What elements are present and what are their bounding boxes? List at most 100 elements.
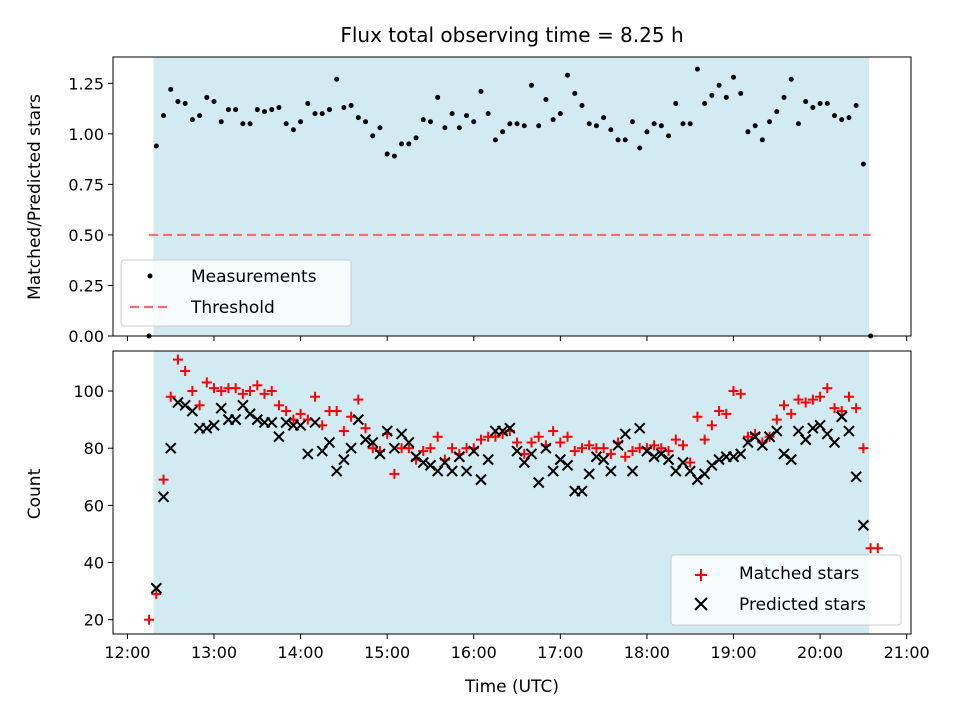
measurement-point: [225, 107, 231, 113]
matched-star-point: [389, 468, 400, 479]
matched-star-point: [209, 383, 220, 394]
legend-matched-marker: [695, 569, 707, 581]
matched-star-point: [829, 403, 840, 414]
measurement-point: [803, 98, 809, 104]
matched-star-point: [742, 431, 753, 442]
predicted-star-point: [619, 428, 631, 440]
bottom-y-axis-label: Count: [25, 468, 45, 519]
predicted-star-point: [403, 436, 415, 449]
predicted-star-point: [583, 468, 595, 480]
matched-star-point: [273, 400, 284, 411]
measurement-point: [817, 101, 823, 106]
measurement-point: [485, 111, 491, 117]
predicted-stars-series: [150, 396, 870, 594]
matched-star-point: [295, 408, 306, 419]
bottom-ytick-label: 100: [73, 382, 104, 401]
matched-star-point: [699, 434, 710, 445]
measurement-point: [262, 109, 268, 115]
measurement-point: [435, 94, 441, 100]
measurement-point: [204, 94, 210, 100]
measurement-point: [716, 82, 722, 88]
matched-star-point: [230, 383, 241, 394]
predicted-star-point: [460, 465, 473, 477]
matched-star-point: [800, 397, 811, 408]
predicted-star-point: [201, 422, 213, 434]
matched-star-point: [678, 440, 688, 451]
top-ytick-label: 0.75: [68, 175, 104, 194]
measurement-point: [824, 101, 830, 106]
predicted-star-point: [828, 436, 841, 449]
measurement-point: [427, 119, 433, 125]
matched-star-point: [793, 394, 804, 405]
matched-star-point: [526, 437, 537, 448]
measurement-point: [312, 111, 318, 117]
matched-star-point: [447, 443, 458, 454]
measurement-point: [377, 125, 383, 131]
predicted-star-point: [807, 422, 819, 434]
matched-star-point: [403, 443, 414, 454]
matched-star-point: [252, 380, 263, 391]
matched-star-point: [843, 391, 854, 402]
measurement-point: [680, 121, 686, 127]
predicted-star-point: [648, 451, 660, 463]
predicted-star-point: [742, 436, 754, 449]
measurement-point: [283, 121, 289, 127]
legend-measurements-marker: [147, 273, 153, 279]
measurement-point: [795, 121, 801, 127]
matched-star-point: [706, 420, 717, 431]
measurement-point: [615, 137, 621, 143]
bottom-ytick-label: 40: [84, 554, 104, 573]
measurement-point: [565, 72, 571, 78]
predicted-star-point: [374, 448, 386, 460]
measurement-point: [731, 74, 737, 80]
predicted-star-point: [150, 582, 162, 594]
matched-star-point: [836, 406, 847, 417]
matched-star-point: [685, 457, 696, 468]
measurement-point: [298, 119, 304, 125]
matched-star-point: [158, 474, 169, 485]
predicted-star-point: [367, 436, 379, 449]
predicted-star-point: [482, 453, 494, 466]
measurement-point: [579, 103, 585, 109]
measurement-point: [341, 105, 347, 111]
legend-predicted-label: Predicted stars: [739, 595, 866, 615]
matched-star-point: [194, 400, 205, 411]
predicted-star-point: [843, 425, 855, 437]
matched-star-point: [432, 431, 443, 442]
measurement-point: [471, 119, 477, 125]
predicted-star-point: [727, 451, 740, 463]
matched-star-point: [180, 366, 191, 377]
predicted-star-point: [532, 476, 545, 489]
matched-star-point: [367, 443, 378, 454]
legend-matched-label: Matched stars: [739, 564, 859, 584]
predicted-star-point: [294, 419, 307, 432]
xtick-label: 15:00: [364, 643, 410, 662]
predicted-star-point: [525, 448, 538, 460]
predicted-star-point: [561, 459, 574, 472]
predicted-star-point: [713, 453, 725, 466]
measurement-point: [197, 113, 203, 119]
measurement-point: [233, 107, 239, 113]
measurement-point: [745, 129, 751, 135]
bottom-ytick-label: 60: [84, 496, 104, 515]
predicted-star-point: [540, 442, 552, 454]
matched-star-point: [728, 386, 739, 397]
legend-predicted-marker: [694, 597, 708, 611]
measurement-point: [853, 103, 859, 109]
matched-star-point: [692, 411, 703, 422]
matched-star-point: [281, 406, 292, 417]
matched-star-point: [858, 443, 869, 454]
predicted-star-point: [735, 448, 747, 460]
predicted-star-point: [771, 425, 783, 437]
matched-star-point: [872, 543, 883, 554]
matched-star-point: [338, 426, 349, 437]
matched-star-point: [245, 386, 256, 397]
measurement-point: [593, 123, 599, 129]
measurement-point: [492, 137, 498, 143]
matched-star-point: [598, 443, 609, 454]
x-axis-label: Time (UTC): [464, 677, 559, 697]
predicted-star-point: [208, 419, 220, 432]
predicted-star-point: [273, 431, 285, 443]
predicted-star-point: [655, 448, 668, 460]
